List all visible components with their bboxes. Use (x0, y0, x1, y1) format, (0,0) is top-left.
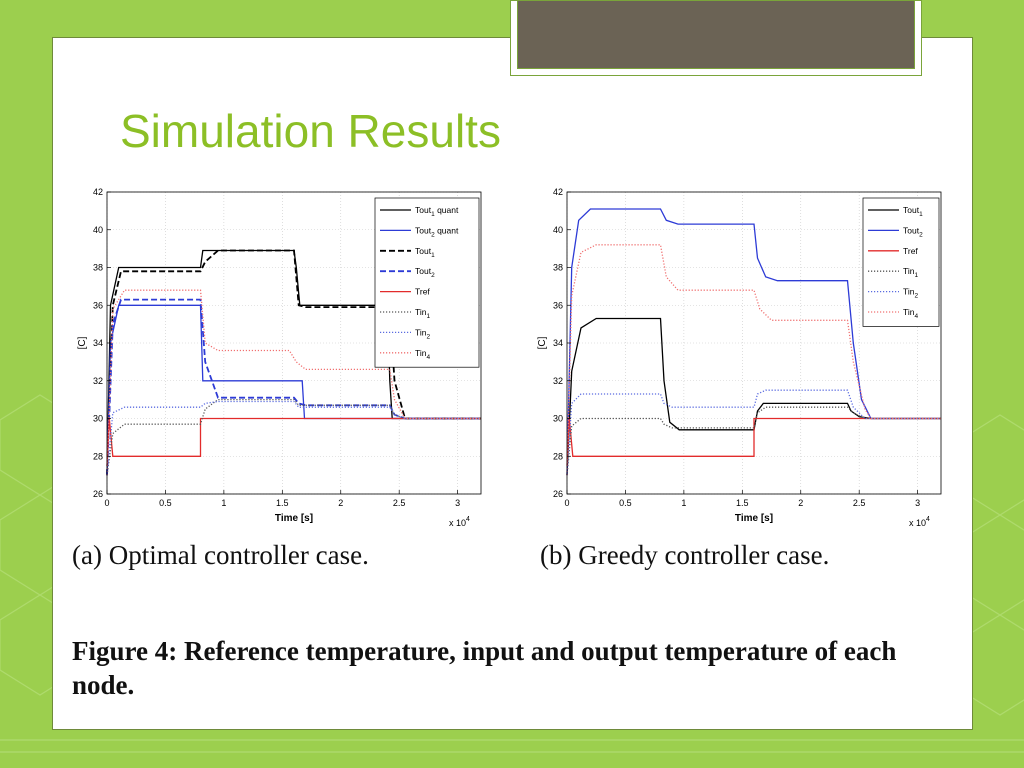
y-tick-label: 26 (93, 489, 103, 499)
x-axis-label: Time [s] (275, 513, 313, 524)
series-line-tout2 (106, 298, 481, 476)
y-tick-label: 36 (553, 300, 563, 310)
series-line-tout1 (566, 317, 941, 476)
legend-label-suffix: quant (435, 225, 459, 235)
legend-label: Tout1 quant (415, 205, 459, 218)
y-tick-label: 36 (93, 300, 103, 310)
x-tick-label: 3 (455, 498, 460, 508)
legend-label: Tref (903, 246, 918, 256)
y-tick-label: 34 (93, 338, 103, 348)
legend-label-subscript: 2 (427, 333, 431, 340)
series-line-tout2 (566, 208, 941, 476)
legend-label: Tout1 (903, 205, 923, 218)
x-tick-label: 2 (798, 498, 803, 508)
series-line-tin2 (566, 389, 941, 476)
x-tick-label: 1 (221, 498, 226, 508)
x-tick-label: 1.5 (276, 498, 289, 508)
legend-label-subscript: 1 (427, 313, 431, 320)
x-multiplier-exponent: 4 (466, 516, 470, 523)
x-multiplier-exponent: 4 (926, 516, 930, 523)
legend-label-subscript: 4 (915, 313, 919, 320)
legend-label: Tout2 quant (415, 225, 459, 238)
legend-box (862, 197, 940, 327)
legend-box (374, 197, 480, 368)
y-tick-label: 32 (553, 376, 563, 386)
x-tick-label: 0.5 (619, 498, 632, 508)
x-tick-label: 1 (681, 498, 686, 508)
y-tick-label: 34 (553, 338, 563, 348)
legend-label: Tout2 (415, 266, 435, 279)
legend-label: Tout2 (903, 225, 923, 238)
y-tick-label: 42 (93, 187, 103, 197)
legend-label-suffix: quant (435, 205, 459, 215)
legend-label-subscript: 1 (919, 211, 923, 218)
x-axis-label: Time [s] (735, 513, 773, 524)
x-tick-label: 0.5 (159, 498, 172, 508)
x-tick-label: 2.5 (853, 498, 866, 508)
y-tick-label: 32 (93, 376, 103, 386)
title-decoration-fill (517, 1, 915, 69)
legend-label: Tref (415, 287, 430, 297)
figure-caption: Figure 4: Reference temperature, input a… (72, 636, 897, 700)
legend-label-subscript: 2 (915, 293, 919, 300)
legend-label-subscript: 1 (431, 211, 435, 218)
x-tick-label: 0 (564, 498, 569, 508)
title-decoration-box (510, 0, 922, 76)
y-tick-label: 40 (553, 225, 563, 235)
legend-label-subscript: 1 (915, 272, 919, 279)
legend-label-subscript: 4 (427, 354, 431, 361)
y-tick-label: 38 (93, 263, 103, 273)
legend-label-subscript: 2 (919, 231, 923, 238)
x-tick-label: 2 (338, 498, 343, 508)
legend-label: Tout1 (415, 246, 435, 259)
y-tick-label: 30 (553, 414, 563, 424)
y-tick-label: 28 (93, 451, 103, 461)
x-tick-label: 0 (104, 498, 109, 508)
series-line-tin4 (106, 289, 481, 476)
series-line-tin1 (106, 398, 481, 476)
x-tick-label: 1.5 (736, 498, 749, 508)
series-line-tin2 (106, 400, 481, 476)
caption-optimal-controller: (a) Optimal controller case. (72, 540, 369, 570)
x-tick-label: 2.5 (393, 498, 406, 508)
legend-label-subscript: 1 (431, 252, 435, 259)
y-tick-label: 42 (553, 187, 563, 197)
y-tick-label: 40 (93, 225, 103, 235)
legend-label-subscript: 2 (431, 231, 435, 238)
y-tick-label: 30 (93, 414, 103, 424)
y-tick-label: 26 (553, 489, 563, 499)
y-tick-label: 38 (553, 263, 563, 273)
x-multiplier-label: x 104 (909, 516, 930, 528)
y-axis-label: [C] (537, 336, 548, 349)
series-line-tout1 (106, 249, 481, 476)
legend-label-subscript: 2 (431, 272, 435, 279)
series-line-tout1-quant (106, 249, 481, 476)
slide-title: Simulation Results (120, 105, 501, 157)
x-multiplier-label: x 104 (449, 516, 470, 528)
x-tick-label: 3 (915, 498, 920, 508)
y-tick-label: 28 (553, 451, 563, 461)
caption-greedy-controller: (b) Greedy controller case. (540, 540, 830, 570)
y-axis-label: [C] (77, 336, 88, 349)
